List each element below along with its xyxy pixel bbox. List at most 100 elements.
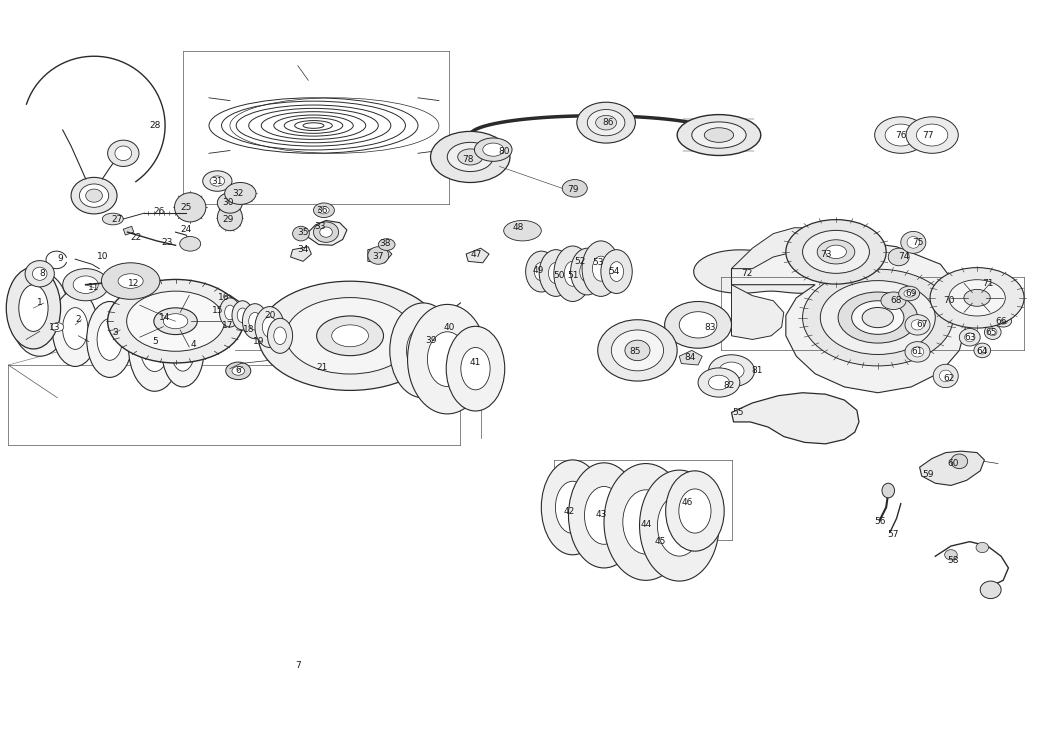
Text: 52: 52	[575, 257, 585, 266]
Text: 76: 76	[895, 131, 907, 139]
Text: 57: 57	[887, 530, 900, 539]
Ellipse shape	[447, 142, 493, 172]
Ellipse shape	[999, 318, 1007, 324]
Ellipse shape	[904, 290, 914, 297]
Text: 8: 8	[39, 269, 45, 277]
Ellipse shape	[97, 318, 122, 361]
Ellipse shape	[258, 281, 442, 391]
Ellipse shape	[237, 308, 248, 323]
Ellipse shape	[587, 110, 625, 136]
Text: 40: 40	[444, 323, 455, 331]
Text: 4: 4	[190, 340, 196, 349]
Ellipse shape	[666, 471, 724, 551]
Ellipse shape	[126, 291, 225, 351]
Text: 10: 10	[96, 253, 109, 261]
Text: 11: 11	[88, 283, 100, 292]
Ellipse shape	[314, 222, 339, 242]
Ellipse shape	[719, 362, 744, 380]
Text: 58: 58	[947, 556, 959, 565]
Ellipse shape	[242, 304, 268, 339]
Text: 39: 39	[424, 336, 437, 345]
Polygon shape	[291, 247, 311, 261]
Polygon shape	[920, 451, 984, 485]
Ellipse shape	[154, 308, 198, 334]
Text: 13: 13	[48, 323, 61, 331]
Text: 7: 7	[295, 661, 301, 670]
Text: 44: 44	[641, 520, 651, 529]
Text: 56: 56	[874, 517, 886, 526]
Ellipse shape	[882, 483, 895, 498]
Ellipse shape	[640, 470, 719, 581]
Ellipse shape	[320, 227, 332, 237]
Text: 85: 85	[629, 347, 642, 356]
Ellipse shape	[175, 193, 206, 222]
Ellipse shape	[108, 140, 139, 166]
Ellipse shape	[226, 362, 251, 380]
Ellipse shape	[916, 124, 948, 146]
Ellipse shape	[862, 307, 893, 328]
Text: 31: 31	[211, 177, 224, 185]
Text: 68: 68	[890, 296, 903, 305]
Text: 15: 15	[211, 307, 224, 315]
Text: 55: 55	[732, 408, 744, 417]
Polygon shape	[732, 393, 859, 444]
Ellipse shape	[803, 231, 869, 273]
Ellipse shape	[580, 261, 595, 282]
Ellipse shape	[905, 342, 930, 362]
Text: 18: 18	[242, 326, 255, 334]
Ellipse shape	[976, 542, 989, 553]
Ellipse shape	[677, 115, 761, 155]
Ellipse shape	[704, 128, 734, 142]
Text: 54: 54	[609, 267, 620, 276]
Ellipse shape	[989, 328, 997, 336]
Ellipse shape	[907, 237, 920, 248]
Text: 77: 77	[922, 131, 934, 139]
Ellipse shape	[838, 292, 918, 343]
Text: 83: 83	[704, 323, 717, 331]
Ellipse shape	[665, 301, 732, 348]
Text: 80: 80	[497, 147, 510, 156]
Polygon shape	[40, 320, 78, 336]
Text: 12: 12	[129, 280, 139, 288]
Text: 45: 45	[655, 537, 666, 546]
Ellipse shape	[577, 102, 635, 143]
Ellipse shape	[709, 375, 729, 390]
Ellipse shape	[285, 298, 415, 374]
Ellipse shape	[210, 176, 225, 186]
Polygon shape	[732, 239, 967, 393]
Text: 33: 33	[314, 222, 326, 231]
Ellipse shape	[888, 248, 909, 266]
Text: 14: 14	[160, 313, 170, 322]
Ellipse shape	[319, 207, 329, 214]
Ellipse shape	[820, 280, 935, 355]
Text: 9: 9	[57, 254, 64, 263]
Ellipse shape	[568, 463, 640, 568]
Ellipse shape	[679, 489, 711, 533]
Ellipse shape	[875, 117, 927, 153]
Text: 65: 65	[984, 328, 997, 337]
Ellipse shape	[611, 330, 664, 371]
Ellipse shape	[162, 317, 204, 387]
Ellipse shape	[963, 289, 991, 307]
Text: 49: 49	[533, 266, 543, 274]
Ellipse shape	[959, 328, 980, 346]
Ellipse shape	[217, 204, 242, 231]
Ellipse shape	[461, 347, 490, 390]
Ellipse shape	[526, 251, 557, 292]
Ellipse shape	[593, 256, 609, 281]
Ellipse shape	[564, 261, 581, 286]
Ellipse shape	[19, 285, 48, 331]
Ellipse shape	[556, 481, 589, 534]
Ellipse shape	[25, 261, 54, 287]
Ellipse shape	[249, 312, 261, 330]
Text: 84: 84	[684, 353, 695, 362]
Text: 23: 23	[162, 238, 172, 247]
Text: 59: 59	[922, 470, 934, 479]
Ellipse shape	[906, 117, 958, 153]
Text: 75: 75	[911, 238, 924, 247]
Ellipse shape	[79, 184, 109, 207]
Text: 20: 20	[264, 311, 275, 320]
Text: 67: 67	[915, 320, 928, 329]
Text: 37: 37	[372, 253, 385, 261]
Text: 79: 79	[566, 185, 579, 194]
